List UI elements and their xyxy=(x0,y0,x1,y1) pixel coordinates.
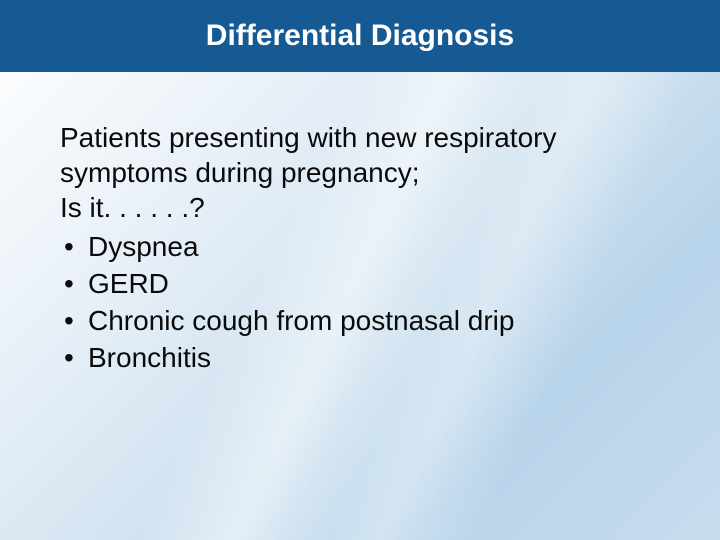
intro-line-2: symptoms during pregnancy; xyxy=(60,155,660,190)
slide-title: Differential Diagnosis xyxy=(206,19,514,53)
slide-header: Differential Diagnosis xyxy=(0,0,720,72)
list-item: Bronchitis xyxy=(60,340,660,375)
list-item: Chronic cough from postnasal drip xyxy=(60,303,660,338)
intro-line-1: Patients presenting with new respiratory xyxy=(60,120,660,155)
slide-content: Patients presenting with new respiratory… xyxy=(0,72,720,375)
list-item: GERD xyxy=(60,266,660,301)
list-item: Dyspnea xyxy=(60,229,660,264)
question-line: Is it. . . . . .? xyxy=(60,190,660,225)
bullet-list: Dyspnea GERD Chronic cough from postnasa… xyxy=(60,229,660,375)
